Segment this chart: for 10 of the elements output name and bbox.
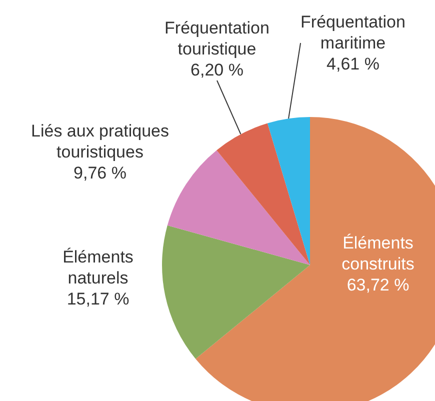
slice-label: Éléments construits: [342, 234, 414, 274]
data-label: 4,61 %: [326, 54, 380, 74]
slice-label: Fréquentation touristique: [164, 18, 270, 58]
slice-label: Liés aux pratiques touristiques: [31, 122, 169, 162]
slice-label: Éléments naturels: [62, 248, 134, 288]
data-label: 9,76 %: [74, 164, 126, 182]
slice-label: Fréquentation maritime: [300, 12, 406, 52]
data-label: 63,72 %: [346, 276, 410, 294]
data-label: 15,17 %: [66, 290, 130, 308]
data-label: 6,20 %: [190, 60, 244, 80]
